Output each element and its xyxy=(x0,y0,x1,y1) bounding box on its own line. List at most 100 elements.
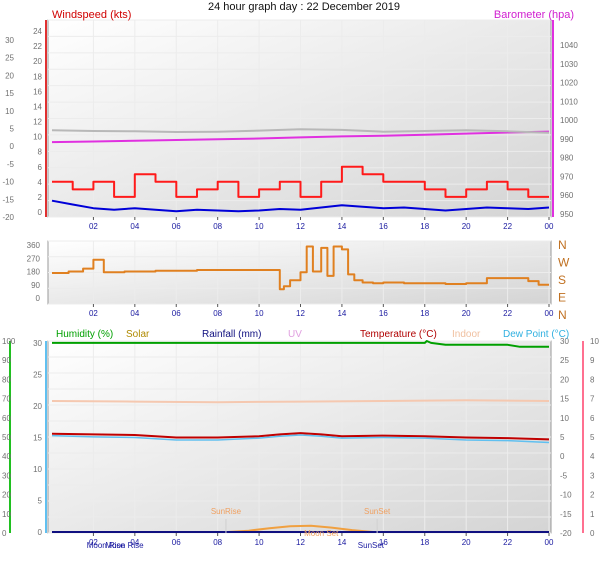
windspeed-tick: 20 xyxy=(33,57,42,66)
direction-tick: 270 xyxy=(27,254,41,263)
wind-series-1 xyxy=(51,128,550,134)
outer-left-tick: -10 xyxy=(2,178,14,187)
temperature-series-2 xyxy=(51,432,550,441)
x-tick-label: 18 xyxy=(420,538,429,547)
humidity-tick: 70 xyxy=(2,395,11,404)
x-tick-label: 16 xyxy=(379,538,388,547)
humidity-tick: 50 xyxy=(2,433,11,442)
chart-annotation: Moon Rise xyxy=(87,541,126,550)
chart-annotation: SunRise xyxy=(211,507,242,516)
humidity-tick: 40 xyxy=(2,452,11,461)
x-tick-label: 02 xyxy=(89,538,98,547)
x-tick-label: 12 xyxy=(296,309,305,318)
uv-tick: 10 xyxy=(590,337,599,346)
humidity-tick: 30 xyxy=(2,471,11,480)
wind-series-2 xyxy=(52,165,549,198)
right-temperature-tick: 20 xyxy=(560,375,569,384)
compass-tick: S xyxy=(558,273,566,287)
x-tick-label: 02 xyxy=(89,222,98,231)
temperature-series-3 xyxy=(51,434,550,444)
x-tick-label: 04 xyxy=(130,309,139,318)
barometer-tick: 1040 xyxy=(560,41,578,50)
temperature-tick: 15 xyxy=(33,434,42,443)
x-tick-label: 18 xyxy=(420,222,429,231)
x-tick-label: 12 xyxy=(296,538,305,547)
outer-left-tick: 15 xyxy=(5,89,14,98)
legend-item: Indoor xyxy=(452,329,481,340)
outer-left-tick: 30 xyxy=(5,36,14,45)
x-tick-label: 10 xyxy=(255,309,264,318)
outer-left-tick: -15 xyxy=(2,195,14,204)
x-tick-label: 04 xyxy=(130,538,139,547)
humidity-tick: 10 xyxy=(2,510,11,519)
right-temperature-tick: 10 xyxy=(560,414,569,423)
outer-left-tick: -20 xyxy=(2,213,14,222)
chart-title: 24 hour graph day : 22 December 2019 xyxy=(208,1,400,13)
x-tick-label: 16 xyxy=(379,309,388,318)
direction-tick: 0 xyxy=(36,294,41,303)
x-tick-label: 20 xyxy=(462,309,471,318)
humidity-tick: 90 xyxy=(2,356,11,365)
compass-tick: W xyxy=(558,256,570,270)
barometer-tick: 980 xyxy=(560,154,574,163)
compass-tick: E xyxy=(558,291,566,305)
temperature-series-1 xyxy=(51,399,550,404)
temperature-tick: 30 xyxy=(33,339,42,348)
x-tick-label: 10 xyxy=(255,222,264,231)
chart-annotation: Moon Set xyxy=(304,529,339,538)
x-tick-label: 00 xyxy=(545,309,554,318)
humidity-tick: 20 xyxy=(2,491,11,500)
direction-tick: 360 xyxy=(27,241,41,250)
barometer-tick: 1020 xyxy=(560,79,578,88)
humidity-tick: 100 xyxy=(2,337,16,346)
windspeed-tick: 14 xyxy=(33,102,42,111)
right-temperature-tick: -20 xyxy=(560,529,572,538)
windspeed-axis-label: Windspeed (kts) xyxy=(52,9,131,21)
uv-tick: 9 xyxy=(590,356,595,365)
outer-left-tick: 10 xyxy=(5,107,14,116)
right-temperature-tick: -5 xyxy=(560,471,568,480)
right-temperature-tick: -15 xyxy=(560,510,572,519)
compass-tick: N xyxy=(558,238,567,252)
windspeed-tick: 18 xyxy=(33,72,42,81)
uv-tick: 8 xyxy=(590,375,595,384)
chart-annotation: SunSet xyxy=(364,507,391,516)
direction-tick: 180 xyxy=(27,268,41,277)
x-tick-label: 00 xyxy=(545,538,554,547)
legend-item: Solar xyxy=(126,329,150,340)
outer-left-tick: 0 xyxy=(10,142,15,151)
windspeed-tick: 0 xyxy=(38,208,43,217)
temperature-tick: 10 xyxy=(33,465,42,474)
barometer-axis-label: Barometer (hpa) xyxy=(494,9,574,21)
legend-item: Humidity (%) xyxy=(56,329,113,340)
x-tick-label: 22 xyxy=(503,538,512,547)
right-temperature-tick: 5 xyxy=(560,433,565,442)
barometer-tick: 1000 xyxy=(560,116,578,125)
temperature-tick: 5 xyxy=(38,497,43,506)
outer-left-tick: 20 xyxy=(5,71,14,80)
legend-item: Temperature (°C) xyxy=(360,329,437,340)
barometer-tick: 970 xyxy=(560,172,574,181)
chart-annotation: Moon Rise xyxy=(105,541,144,550)
temperature-tick: 25 xyxy=(33,371,42,380)
humidity-tick: 60 xyxy=(2,414,11,423)
outer-left-tick: 5 xyxy=(10,125,15,134)
windspeed-tick: 6 xyxy=(38,163,43,172)
direction-tick: 90 xyxy=(31,281,40,290)
windspeed-tick: 2 xyxy=(38,193,43,202)
x-tick-label: 14 xyxy=(337,309,346,318)
temperature-tick: 0 xyxy=(38,528,43,537)
chart-annotation: SunSet xyxy=(358,541,385,550)
windspeed-tick: 24 xyxy=(33,27,42,36)
uv-tick: 3 xyxy=(590,471,595,480)
humidity-tick: 80 xyxy=(2,375,11,384)
x-tick-label: 08 xyxy=(213,222,222,231)
legend-item: Rainfall (mm) xyxy=(202,329,261,340)
windspeed-tick: 8 xyxy=(38,148,43,157)
legend-item: UV xyxy=(288,329,302,340)
barometer-tick: 1030 xyxy=(560,60,578,69)
uv-tick: 1 xyxy=(590,510,595,519)
outer-left-tick: -5 xyxy=(7,160,15,169)
wind-series-3 xyxy=(51,199,550,213)
